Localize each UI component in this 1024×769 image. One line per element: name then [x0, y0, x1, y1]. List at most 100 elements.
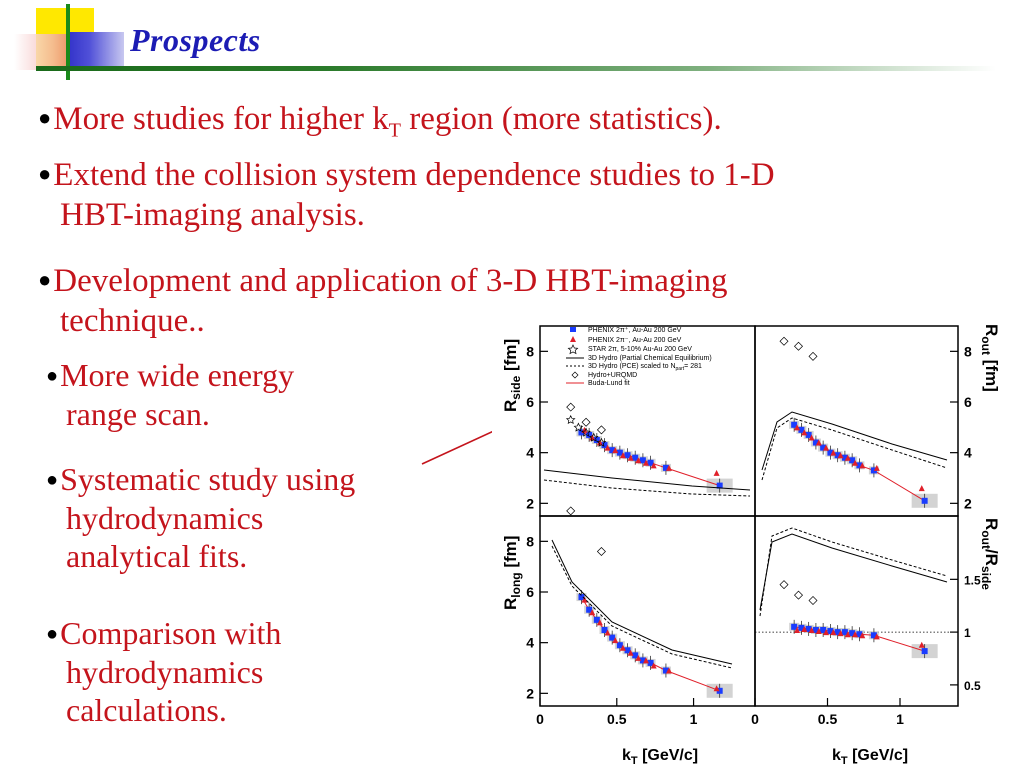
data-point-phenix-plus [856, 462, 863, 469]
data-point-phenix-plus [662, 667, 669, 674]
legend-entry: 3D Hydro (Partial Chemical Equilibrium) [588, 355, 712, 362]
data-point-phenix-plus [791, 623, 798, 630]
data-point-phenix-minus [627, 649, 634, 656]
data-point-phenix-plus [616, 449, 623, 456]
data-point-phenix-plus [798, 426, 805, 433]
y-tick-label: 2 [964, 495, 972, 511]
data-point-phenix-plus [841, 629, 848, 636]
data-point-star [588, 432, 599, 442]
data-point-hydro-urqmd [779, 580, 789, 590]
data-point-hydro-urqmd [566, 506, 576, 516]
data-point-phenix-minus [619, 452, 626, 459]
data-point-phenix-plus [812, 439, 819, 446]
data-point-phenix-plus [593, 437, 600, 443]
data-point-phenix-minus [589, 434, 596, 441]
data-point-phenix-plus [593, 616, 600, 623]
y-tick-label: 6 [526, 584, 534, 600]
bullet-2: ●Extend the collision system dependence … [38, 157, 775, 233]
y-tick-label: 4 [526, 445, 534, 461]
subbullet-3: ●Comparison with hydrodynamics calculati… [46, 615, 282, 728]
data-point-phenix-minus [859, 632, 866, 639]
svg-text:Rside [fm]: Rside [fm] [501, 339, 523, 412]
slide-title: Prospects [130, 22, 261, 58]
hydro-curve [551, 539, 733, 665]
data-point-phenix-plus [639, 457, 646, 464]
bullet-dot-icon: ● [46, 469, 59, 491]
data-point-phenix-minus [844, 631, 851, 638]
data-point-phenix-plus [578, 429, 585, 436]
panel-label-side: Rside [fm] [501, 339, 523, 412]
bullet-dot-icon: ● [46, 365, 59, 387]
data-point-phenix-minus [837, 452, 844, 459]
chart-legend: PHENIX 2π⁺, Au-Au 200 GeV PHENIX 2π⁻, Au… [566, 326, 712, 387]
y-tick-label: 8 [526, 343, 534, 359]
data-point-phenix-minus [596, 439, 603, 446]
data-point-phenix-plus [616, 642, 623, 649]
data-point-phenix-minus [815, 628, 822, 635]
data-point-phenix-plus [827, 628, 834, 635]
data-point-phenix-minus [650, 662, 657, 669]
svg-text:kT [GeV/c]: kT [GeV/c] [832, 747, 908, 764]
legend-entry: 3D Hydro (PCE) scaled to Npart= 281 [588, 363, 702, 372]
data-point-phenix-plus [834, 452, 841, 459]
y-tick-label: 8 [526, 533, 534, 549]
data-point-phenix-plus [834, 629, 841, 636]
data-point-hydro-urqmd [596, 425, 606, 435]
y-tick-label: 1.5 [964, 573, 981, 587]
data-point-phenix-plus [820, 627, 827, 633]
hydro-curve [761, 411, 948, 471]
data-point-phenix-plus [805, 431, 812, 438]
hydro-scaled-curve [551, 545, 733, 669]
data-point-phenix-minus [713, 469, 720, 476]
legend-entry: PHENIX 2π⁻, Au-Au 200 GeV [588, 337, 682, 344]
hydro-curve [759, 533, 948, 611]
data-point-phenix-plus [812, 627, 819, 633]
hbt-radii-figure: 2 4 6 8 2 4 6 8 2 4 6 8 0 0.5 1 0.5 1 1.5 0 0.5 1 Rside [fm]… [492, 320, 1020, 767]
y-tick-label: 1 [964, 626, 971, 640]
data-point-phenix-plus [921, 497, 928, 504]
legend-entry: Buda-Lund fit [588, 380, 630, 387]
data-point-phenix-plus [820, 444, 827, 451]
y-tick-label: 2 [526, 685, 534, 701]
y-tick-label: 8 [964, 343, 972, 359]
y-tick-label: 0.5 [964, 679, 981, 693]
data-point-phenix-minus [830, 449, 837, 456]
data-point-phenix-minus [852, 631, 859, 638]
data-point-phenix-minus [815, 439, 822, 446]
data-point-star [573, 422, 584, 432]
data-point-phenix-plus [921, 648, 928, 655]
data-point-phenix-minus [844, 454, 851, 461]
y-tick-label: 4 [526, 635, 534, 651]
data-point-phenix-plus [647, 459, 654, 466]
panel-frame [754, 515, 959, 707]
data-point-phenix-minus [830, 629, 837, 636]
data-point-phenix-plus [849, 457, 856, 464]
data-point-phenix-plus [716, 482, 723, 489]
title-underline [36, 66, 996, 71]
x-tick-label: 0.5 [607, 711, 627, 727]
svg-text:Rout/Rside: Rout/Rside [979, 518, 1001, 590]
data-point-phenix-minus [808, 627, 815, 633]
subbullet-1: ●More wide energy range scan. [46, 357, 295, 432]
y-tick-label: 6 [964, 394, 972, 410]
bullet-1: ●More studies for higher kT region (more… [38, 101, 722, 142]
data-point-phenix-minus [823, 629, 830, 636]
legend-marker-phenix-minus [570, 336, 576, 342]
data-point-phenix-minus [666, 667, 672, 674]
data-point-phenix-minus [635, 457, 642, 464]
x-tick-label: 0 [751, 711, 759, 727]
bullet-3: ●Development and application of 3-D HBT-… [38, 263, 728, 339]
x-axis-label-left: kT [GeV/c] [622, 747, 698, 767]
data-point-hydro-urqmd [566, 402, 576, 412]
data-point-phenix-plus [791, 421, 798, 428]
data-point-phenix-plus [601, 627, 608, 633]
data-point-phenix-minus [635, 654, 642, 661]
panel-label-ratio: Rout/Rside [979, 518, 1001, 590]
data-point-phenix-minus [873, 633, 880, 640]
data-point-phenix-plus [805, 625, 812, 632]
x-tick-label: 1 [896, 711, 904, 727]
hydro-curve [543, 469, 751, 491]
hydro-scaled-curve [543, 479, 751, 497]
svg-text:Rlong [fm]: Rlong [fm] [501, 536, 523, 610]
data-point-hydro-urqmd [808, 351, 818, 361]
